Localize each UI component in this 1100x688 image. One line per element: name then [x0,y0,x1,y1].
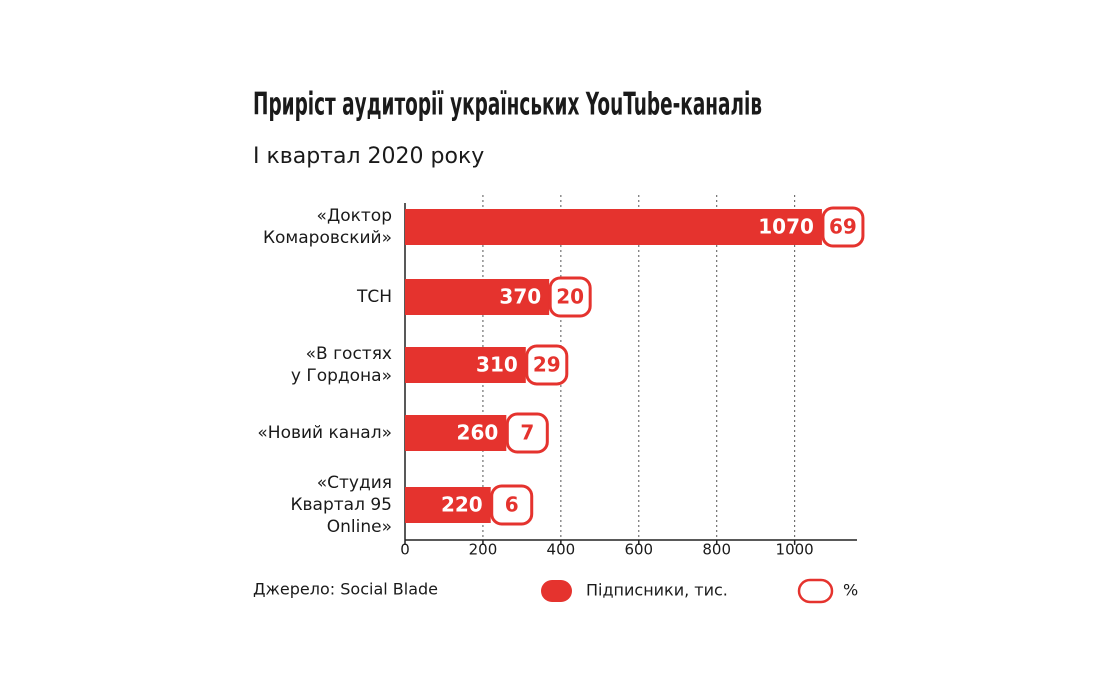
legend-label: % [843,581,858,600]
value-label: 260 [457,421,499,445]
x-tick-label: 200 [469,541,498,559]
percent-badge [490,484,534,526]
chart-subtitle: I квартал 2020 року [253,144,484,169]
category-label: «В гостях у Гордона» [290,344,392,386]
category-label: ТСН [356,287,392,307]
value-label: 220 [441,493,483,517]
x-tick-label: 1000 [776,541,814,559]
bar [405,347,526,383]
bar [405,487,491,523]
x-tick-label: 600 [624,541,653,559]
percent-badge [821,206,865,248]
percent-badge [505,412,549,454]
bar [405,415,507,451]
percent-label: 29 [533,353,561,377]
bar [405,279,550,315]
category-label: «Студия Квартал 95 Online» [290,473,392,537]
source: Джерело: Social Blade [253,580,438,599]
percent-badge [548,276,592,318]
value-label: 1070 [758,215,814,239]
value-label: 310 [476,353,518,377]
legend-label: Підписники, тис. [586,581,728,600]
legend-swatch [797,578,834,604]
percent-label: 6 [505,493,519,517]
x-tick-label: 400 [547,541,576,559]
percent-label: 69 [829,215,857,239]
category-label: «Новий канал» [257,423,392,443]
category-label: «Доктор Комаровский» [262,206,392,248]
chart-title: Приріст аудиторії українських YouTube-ка… [253,87,762,123]
legend-swatch [541,580,572,602]
x-tick-label: 800 [702,541,731,559]
x-tick-label: 0 [400,541,410,559]
percent-label: 20 [556,285,584,309]
percent-badge [525,344,569,386]
value-label: 370 [499,285,541,309]
bar [405,209,822,245]
percent-label: 7 [520,421,534,445]
